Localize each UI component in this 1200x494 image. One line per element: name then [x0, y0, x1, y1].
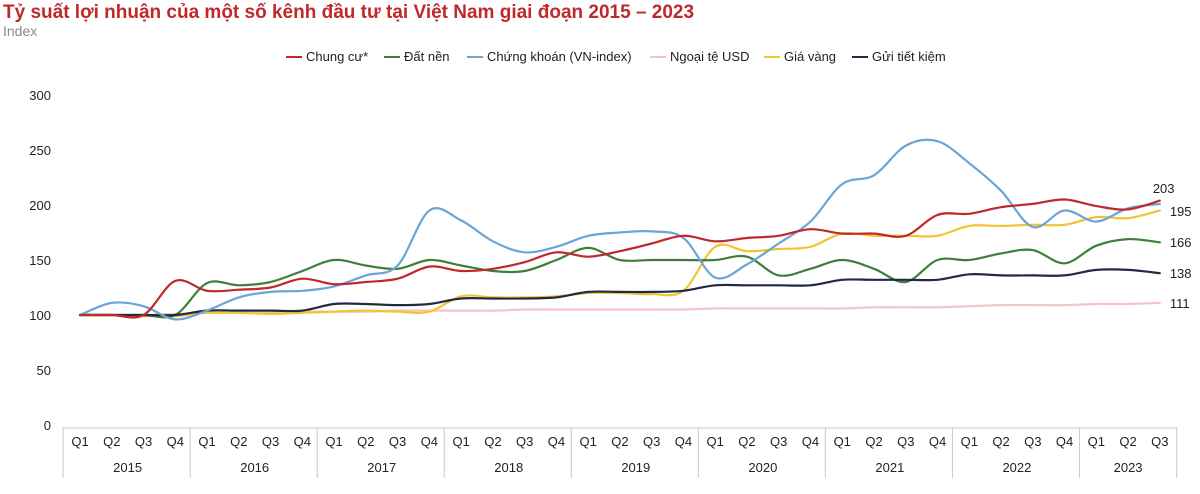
x-tick-label-quarter: Q2 [1119, 434, 1136, 449]
x-tick-label-quarter: Q2 [484, 434, 501, 449]
x-tick-label-year: 2019 [621, 460, 650, 475]
legend-label-gui-tiet-kiem: Gửi tiết kiệm [872, 49, 946, 64]
x-tick-label-quarter: Q2 [611, 434, 628, 449]
legend-label-ngoai-te-usd: Ngoại tệ USD [670, 49, 750, 64]
x-tick-label-quarter: Q4 [421, 434, 438, 449]
legend-swatch-ngoai-te-usd [650, 55, 666, 58]
x-tick-label-quarter: Q1 [452, 434, 469, 449]
y-tick-label: 50 [37, 363, 51, 378]
series-line-chung-khoan [78, 138, 1161, 321]
legend-item-dat-nen: Đất nền [384, 49, 450, 64]
x-tick-label-quarter: Q1 [1088, 434, 1105, 449]
end-value-label: 111 [1170, 296, 1190, 311]
legend-label-dat-nen: Đất nền [404, 49, 450, 64]
x-tick-label-year: 2016 [240, 460, 269, 475]
legend-item-ngoai-te-usd: Ngoại tệ USD [650, 49, 749, 64]
x-tick-label-quarter: Q1 [198, 434, 215, 449]
legend-swatch-gia-vang [764, 55, 780, 58]
chart-title: Tỷ suất lợi nhuận của một số kênh đầu tư… [3, 2, 695, 23]
y-axis-unit-label: Index [3, 23, 38, 39]
x-tick-label-quarter: Q1 [325, 434, 342, 449]
x-tick-label-year: 2023 [1114, 460, 1143, 475]
legend-swatch-chung-cu [286, 55, 302, 58]
x-tick-label-quarter: Q3 [1151, 434, 1168, 449]
x-tick-label-quarter: Q4 [167, 434, 184, 449]
x-tick-label-year: 2021 [875, 460, 904, 475]
series-line-gia-vang [78, 209, 1161, 318]
x-tick-label-year: 2020 [748, 460, 777, 475]
series-line-dat-nen [78, 237, 1161, 319]
series-line-gui-tiet-kiem [78, 268, 1161, 317]
x-tick-label-quarter: Q3 [897, 434, 914, 449]
x-tick-label-quarter: Q3 [770, 434, 787, 449]
legend-swatch-gui-tiet-kiem [852, 55, 868, 58]
x-tick-label-year: 2018 [494, 460, 523, 475]
series-line-chung-cu [78, 198, 1161, 319]
x-tick-label-quarter: Q2 [865, 434, 882, 449]
y-tick-label: 100 [29, 308, 51, 323]
x-tick-label-quarter: Q3 [643, 434, 660, 449]
x-tick-label-quarter: Q2 [230, 434, 247, 449]
legend-label-chung-khoan: Chứng khoán (VN-index) [487, 49, 632, 64]
x-tick-label-quarter: Q3 [516, 434, 533, 449]
x-tick-label-quarter: Q3 [1024, 434, 1041, 449]
y-tick-label: 250 [29, 143, 51, 158]
x-tick-label-quarter: Q2 [992, 434, 1009, 449]
x-tick-label-quarter: Q4 [929, 434, 946, 449]
x-tick-label-quarter: Q1 [834, 434, 851, 449]
x-tick-label-quarter: Q1 [961, 434, 978, 449]
y-tick-label: 0 [44, 418, 51, 433]
legend-item-chung-khoan: Chứng khoán (VN-index) [467, 49, 632, 64]
x-tick-label-quarter: Q4 [1056, 434, 1073, 449]
x-tick-label-year: 2017 [367, 460, 396, 475]
x-tick-label-quarter: Q4 [548, 434, 565, 449]
y-tick-label: 200 [29, 198, 51, 213]
x-tick-label-quarter: Q4 [294, 434, 311, 449]
x-tick-label-quarter: Q1 [579, 434, 596, 449]
x-tick-label-quarter: Q4 [675, 434, 692, 449]
legend-swatch-dat-nen [384, 55, 400, 58]
x-tick-label-year: 2015 [113, 460, 142, 475]
end-value-label: 166 [1170, 235, 1192, 250]
x-tick-label-quarter: Q2 [103, 434, 120, 449]
y-tick-label: 300 [29, 88, 51, 103]
x-tick-label-quarter: Q1 [707, 434, 724, 449]
x-tick-label-quarter: Q3 [135, 434, 152, 449]
legend-item-gia-vang: Giá vàng [764, 49, 836, 64]
x-tick-label-year: 2022 [1002, 460, 1031, 475]
legend-swatch-chung-khoan [467, 55, 483, 58]
y-tick-label: 150 [29, 253, 51, 268]
x-tick-label-quarter: Q1 [71, 434, 88, 449]
x-tick-label-quarter: Q2 [738, 434, 755, 449]
legend-label-chung-cu: Chung cư* [306, 49, 369, 64]
legend-item-chung-cu: Chung cư* [286, 49, 368, 64]
end-value-label: 138 [1170, 266, 1192, 281]
end-value-label: 203 [1153, 181, 1175, 196]
legend-label-gia-vang: Giá vàng [784, 49, 837, 64]
legend-item-gui-tiet-kiem: Gửi tiết kiệm [852, 49, 946, 64]
end-value-label: 195 [1170, 204, 1192, 219]
x-tick-label-quarter: Q3 [389, 434, 406, 449]
x-tick-label-quarter: Q4 [802, 434, 819, 449]
x-tick-label-quarter: Q2 [357, 434, 374, 449]
legend: Chung cư* Đất nền Chứng khoán (VN-index)… [0, 49, 1200, 67]
x-tick-label-quarter: Q3 [262, 434, 279, 449]
